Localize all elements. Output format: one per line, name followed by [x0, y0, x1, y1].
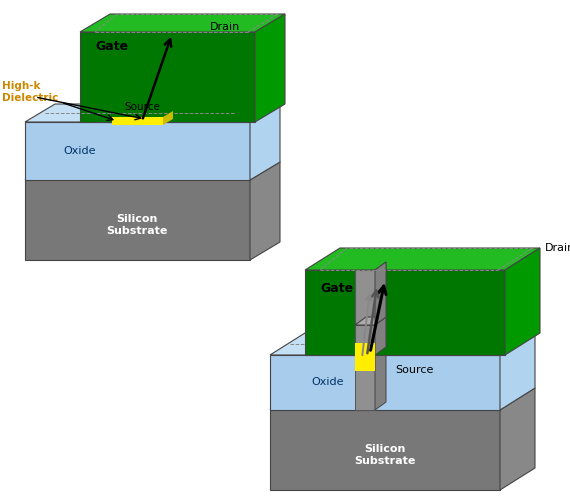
- Polygon shape: [160, 73, 175, 122]
- Text: Source: Source: [124, 102, 160, 112]
- Polygon shape: [25, 162, 280, 180]
- Polygon shape: [355, 317, 386, 325]
- Text: Oxide: Oxide: [312, 377, 344, 387]
- Polygon shape: [375, 262, 386, 355]
- Polygon shape: [270, 333, 535, 355]
- Polygon shape: [270, 355, 500, 410]
- Polygon shape: [305, 248, 540, 270]
- Text: High-k
Dielectric: High-k Dielectric: [2, 81, 113, 120]
- Polygon shape: [270, 410, 500, 490]
- Polygon shape: [355, 270, 375, 325]
- Polygon shape: [375, 262, 386, 325]
- Text: Drain: Drain: [210, 22, 240, 32]
- Polygon shape: [255, 14, 285, 122]
- Polygon shape: [500, 333, 535, 410]
- Polygon shape: [250, 162, 280, 260]
- Text: Gate: Gate: [95, 40, 128, 53]
- Polygon shape: [163, 111, 173, 125]
- Polygon shape: [355, 343, 375, 371]
- Polygon shape: [25, 122, 250, 180]
- Polygon shape: [80, 14, 285, 32]
- Polygon shape: [250, 104, 280, 180]
- Polygon shape: [25, 104, 280, 122]
- Text: Gate: Gate: [320, 282, 353, 295]
- Text: Oxide: Oxide: [64, 146, 96, 156]
- Text: Silicon
Substrate: Silicon Substrate: [355, 444, 416, 466]
- Polygon shape: [355, 270, 375, 355]
- Text: Silicon
Substrate: Silicon Substrate: [107, 214, 168, 236]
- Text: Drain: Drain: [545, 243, 570, 253]
- Polygon shape: [25, 180, 250, 260]
- Polygon shape: [375, 347, 386, 410]
- Polygon shape: [305, 270, 505, 355]
- Polygon shape: [115, 73, 175, 82]
- Polygon shape: [115, 82, 160, 122]
- Polygon shape: [355, 355, 375, 410]
- Polygon shape: [80, 32, 255, 122]
- Text: Source: Source: [395, 365, 433, 375]
- Polygon shape: [112, 117, 163, 125]
- Polygon shape: [505, 248, 540, 355]
- Polygon shape: [500, 388, 535, 490]
- Polygon shape: [270, 388, 535, 410]
